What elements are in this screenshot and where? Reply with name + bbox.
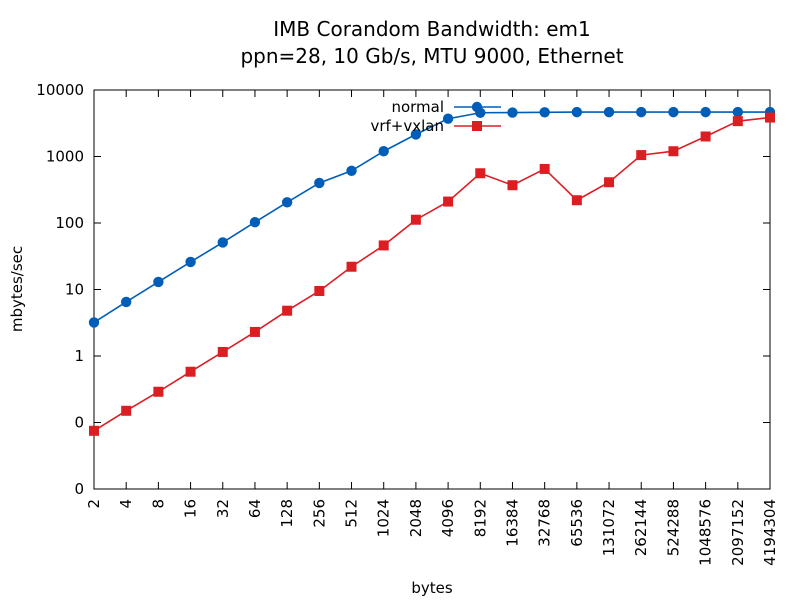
- data-point: [539, 107, 550, 118]
- data-point: [443, 196, 454, 207]
- data-point: [668, 106, 679, 118]
- x-tick-label: 4: [117, 499, 135, 509]
- data-point: [539, 163, 550, 174]
- data-point: [88, 317, 100, 328]
- series-line: [93, 116, 771, 432]
- y-tick-label: 1000: [46, 148, 84, 166]
- data-point: [378, 240, 389, 251]
- x-tick-label: 131072: [600, 499, 618, 556]
- x-tick-label: 8192: [471, 499, 489, 537]
- data-point: [410, 129, 422, 140]
- data-point: [378, 146, 389, 157]
- x-tick-label: 65536: [568, 499, 586, 547]
- data-point: [668, 146, 679, 157]
- x-tick-label: 1048576: [697, 499, 715, 566]
- data-point: [346, 165, 357, 176]
- data-point: [314, 285, 325, 296]
- data-point: [153, 276, 164, 288]
- x-tick-label: 2097152: [729, 499, 747, 566]
- legend-label: normal: [391, 98, 444, 116]
- x-tick-label: 64: [246, 499, 264, 518]
- data-point: [249, 326, 260, 337]
- data-point: [121, 405, 132, 416]
- data-point: [732, 106, 744, 118]
- data-point: [217, 346, 228, 357]
- data-point: [571, 106, 583, 118]
- data-point: [153, 386, 164, 397]
- x-tick-label: 4194304: [761, 499, 779, 566]
- x-tick-label: 256: [310, 499, 328, 528]
- y-tick-label: 1: [74, 347, 84, 365]
- legend-marker: [472, 121, 482, 131]
- x-tick-label: 2: [85, 499, 103, 509]
- y-tick-label: 0: [74, 414, 84, 432]
- x-tick-label: 32: [214, 499, 232, 518]
- x-tick-label: 4096: [439, 499, 457, 537]
- data-point: [442, 113, 454, 124]
- data-point: [89, 425, 99, 436]
- x-tick-label: 16: [182, 499, 200, 518]
- series-layer: [88, 106, 776, 436]
- data-point: [314, 177, 325, 189]
- series-vrf-vxlan: [89, 112, 775, 436]
- data-point: [185, 256, 196, 268]
- x-tick-label: 1024: [375, 499, 393, 537]
- data-point: [410, 214, 421, 225]
- data-point: [571, 195, 582, 206]
- data-point: [281, 197, 293, 208]
- x-tick-label: 128: [278, 499, 296, 528]
- data-point: [636, 106, 647, 118]
- data-point: [700, 106, 711, 118]
- data-point: [346, 261, 357, 272]
- x-tick-label: 32768: [536, 499, 554, 547]
- data-point: [185, 366, 196, 377]
- data-point: [249, 216, 261, 228]
- x-axis-label: bytes: [411, 579, 453, 597]
- x-tick-label: 2048: [407, 499, 425, 537]
- x-tick-label: 262144: [632, 499, 650, 556]
- data-point: [732, 116, 743, 127]
- x-tick-label: 8: [149, 499, 167, 509]
- y-axis-ticks: 0 0 1 10 100 1000 10000: [36, 81, 770, 498]
- x-tick-label: 524288: [664, 499, 682, 556]
- series-normal: [88, 106, 776, 328]
- legend-label: vrf+vxlan: [370, 117, 444, 135]
- legend-marker: [471, 101, 483, 113]
- chart-title: IMB Corandom Bandwidth: em1: [273, 17, 590, 41]
- data-point: [282, 305, 293, 316]
- data-point: [120, 296, 132, 308]
- y-tick-label: 10000: [36, 81, 84, 99]
- data-point: [475, 168, 486, 179]
- x-tick-label: 512: [343, 499, 361, 528]
- series-line: [93, 111, 770, 324]
- data-point: [636, 150, 647, 161]
- data-point: [507, 107, 518, 118]
- x-tick-label: 16384: [503, 499, 521, 547]
- y-tick-label: 0: [74, 480, 84, 498]
- y-tick-label: 10: [65, 281, 84, 299]
- data-point: [604, 177, 615, 188]
- data-point: [700, 131, 711, 142]
- chart-subtitle: ppn=28, 10 Gb/s, MTU 9000, Ethernet: [240, 44, 623, 68]
- data-point: [217, 237, 228, 248]
- data-point: [603, 106, 615, 118]
- data-point: [507, 180, 518, 191]
- y-axis-label: mbytes/sec: [8, 246, 26, 332]
- y-tick-label: 100: [55, 214, 84, 232]
- data-point: [765, 112, 775, 123]
- x-axis-ticks: 2 4 8 16 32 64 128 256 512 1024 2048 4096 8192 16384 3…: [85, 90, 779, 566]
